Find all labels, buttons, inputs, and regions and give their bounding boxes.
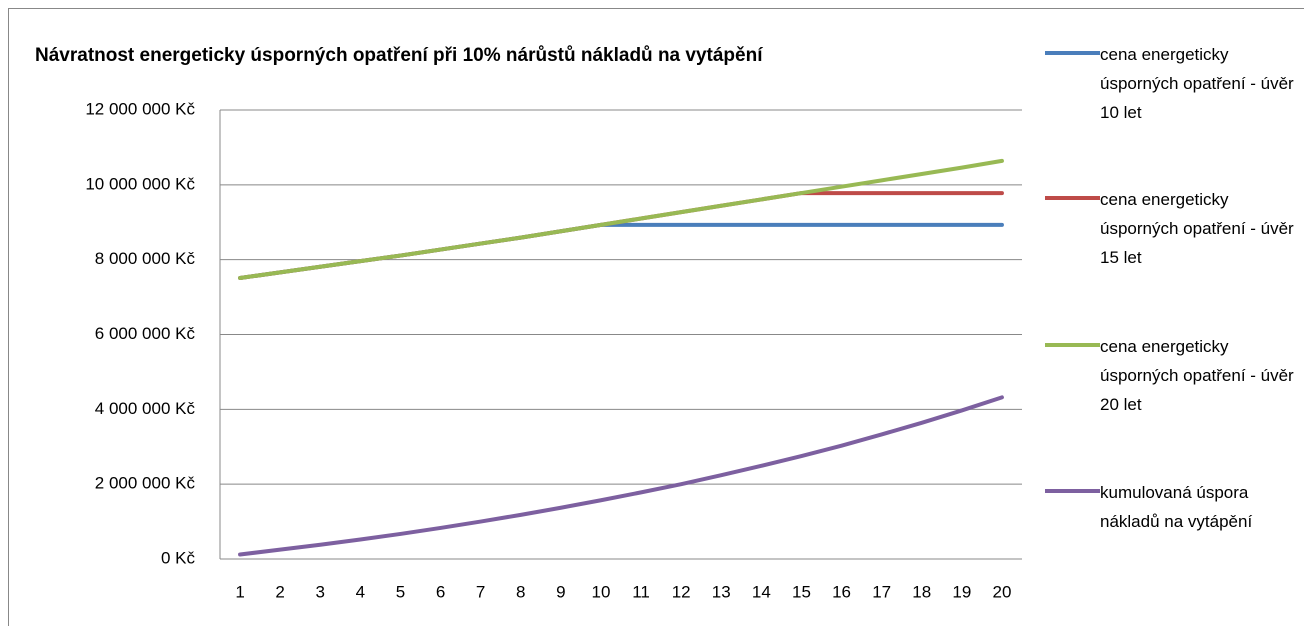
x-tick-label: 19 [952, 582, 971, 601]
x-tick-label: 12 [672, 582, 691, 601]
x-tick-label: 16 [832, 582, 851, 601]
x-tick-label: 18 [912, 582, 931, 601]
x-tick-label: 13 [712, 582, 731, 601]
chart-title: Návratnost energeticky úsporných opatřen… [35, 45, 763, 66]
legend-label: cena energeticky úsporných opatření - úv… [1100, 190, 1294, 267]
x-tick-label: 14 [752, 582, 771, 601]
y-tick-label: 10 000 000 Kč [85, 174, 195, 193]
legend-label: cena energeticky úsporných opatření - úv… [1100, 337, 1294, 414]
x-tick-label: 4 [356, 582, 365, 601]
series-line [238, 395, 1004, 557]
x-tick-label: 1 [235, 582, 244, 601]
y-tick-label: 6 000 000 Kč [95, 324, 196, 343]
y-tick-label: 8 000 000 Kč [95, 249, 196, 268]
x-tick-label: 15 [792, 582, 811, 601]
x-tick-label: 6 [436, 582, 445, 601]
series-line [238, 158, 1004, 281]
x-tick-label: 11 [632, 582, 650, 601]
x-tick-label: 9 [556, 582, 565, 601]
x-tick-label: 7 [476, 582, 485, 601]
y-tick-label: 4 000 000 Kč [95, 399, 196, 418]
x-tick-label: 3 [316, 582, 325, 601]
x-tick-label: 2 [275, 582, 284, 601]
y-tick-label: 12 000 000 Kč [85, 99, 195, 118]
x-tick-label: 17 [872, 582, 891, 601]
x-tick-label: 20 [992, 582, 1011, 601]
y-tick-label: 2 000 000 Kč [95, 474, 196, 493]
x-tick-label: 10 [591, 582, 610, 601]
x-tick-label: 5 [396, 582, 405, 601]
legend-label: cena energeticky úsporných opatření - úv… [1100, 45, 1294, 122]
y-tick-label: 0 Kč [161, 548, 196, 567]
legend-label: kumulovaná úspora nákladů na vytápění [1100, 483, 1253, 531]
x-tick-label: 8 [516, 582, 525, 601]
chart-border [8, 8, 1304, 626]
